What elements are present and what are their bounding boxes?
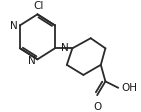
Text: N: N <box>28 56 36 66</box>
Text: N: N <box>61 43 69 53</box>
Text: OH: OH <box>121 82 137 92</box>
Text: O: O <box>93 101 101 111</box>
Text: Cl: Cl <box>33 1 44 11</box>
Text: N: N <box>10 21 18 31</box>
